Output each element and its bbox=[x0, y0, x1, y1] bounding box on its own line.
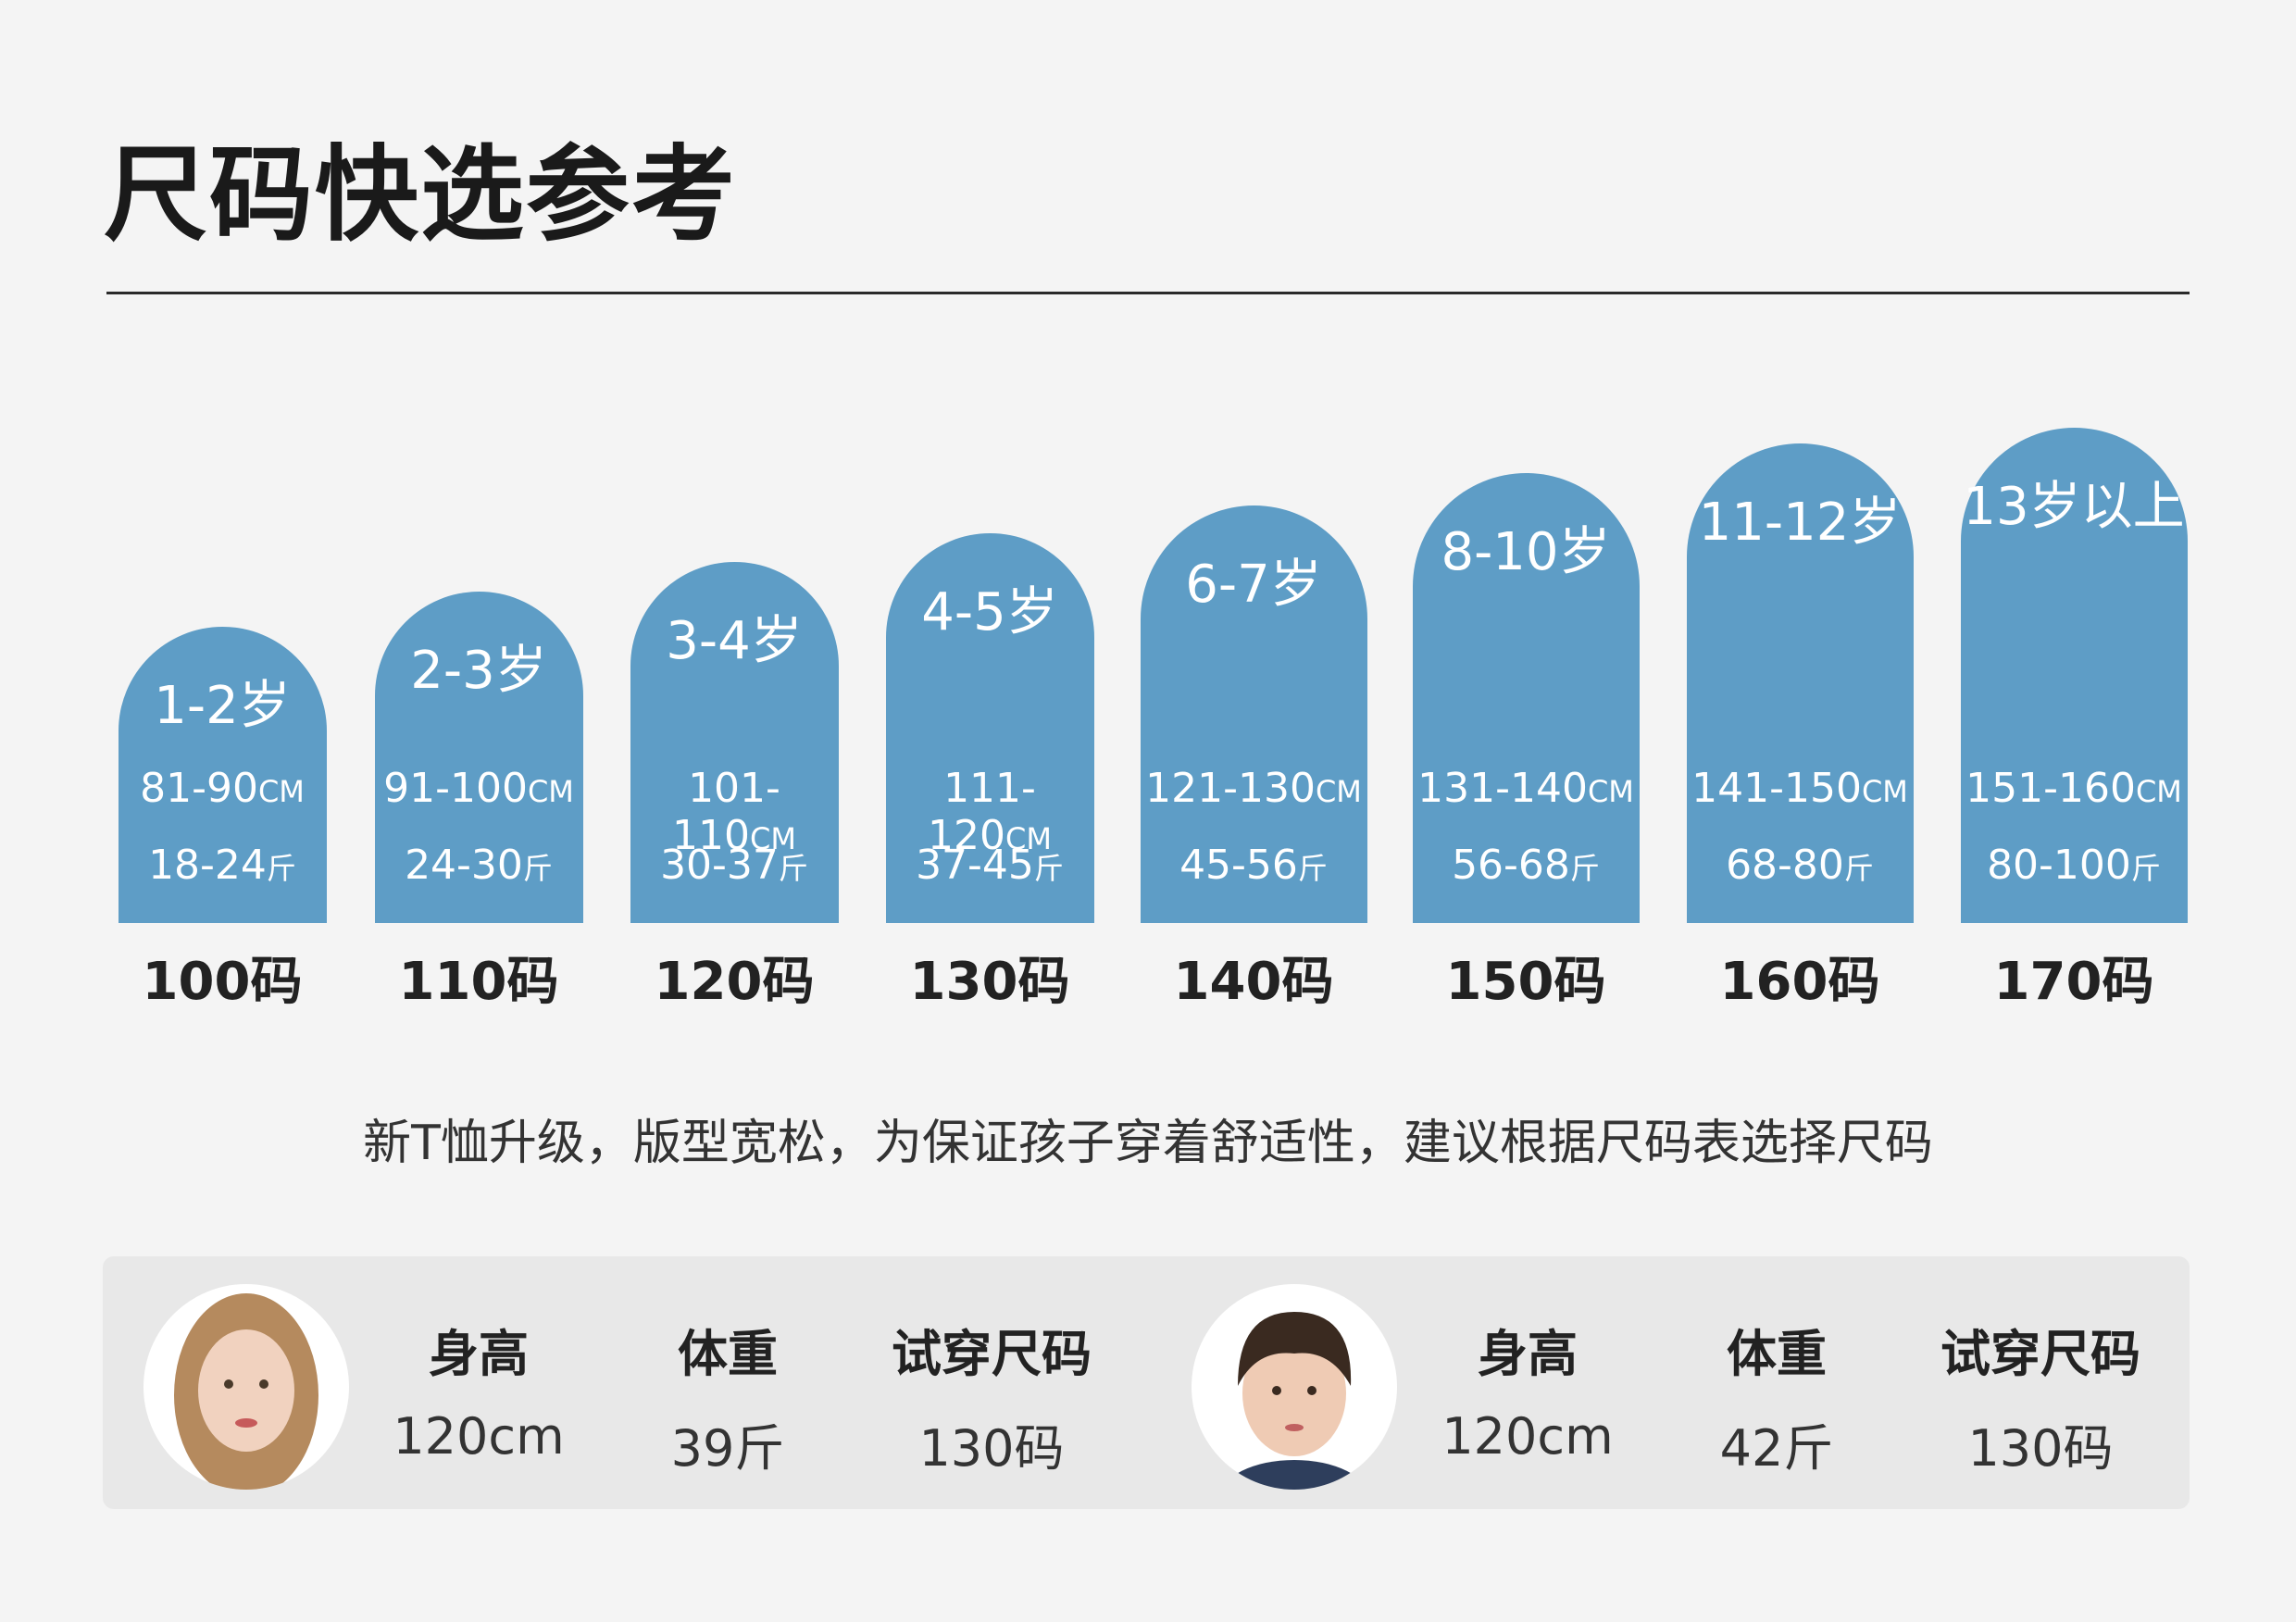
height-value: 91-100 bbox=[383, 765, 528, 812]
size-label: 130码 bbox=[909, 952, 1070, 1012]
size-arch: 13岁以上 151-160cm 80-100斤 bbox=[1960, 428, 2188, 923]
height-range: 131-140cm bbox=[1413, 765, 1640, 812]
height-range: 101-110cm bbox=[630, 765, 839, 859]
model-value: 42斤 bbox=[1719, 1419, 1834, 1478]
height-range: 141-150cm bbox=[1687, 765, 1914, 812]
age-label: 1-2岁 bbox=[154, 676, 291, 736]
size-arch: 11-12岁 141-150cm 68-80斤 bbox=[1686, 443, 1914, 923]
size-arch: 6-7岁 121-130cm 45-56斤 bbox=[1140, 505, 1367, 923]
weight-range: 80-100斤 bbox=[1961, 842, 2188, 889]
height-unit: cm bbox=[257, 774, 305, 809]
model-header: 试穿尺码 bbox=[892, 1325, 1092, 1383]
size-label: 160码 bbox=[1719, 952, 1880, 1012]
size-arch: 4-5岁 111-120cm 37-45斤 bbox=[885, 533, 1094, 923]
weight-value: 24-30 bbox=[405, 842, 523, 889]
weight-value: 18-24 bbox=[148, 842, 267, 889]
weight-value: 30-37 bbox=[660, 842, 779, 889]
boy-icon bbox=[1221, 1312, 1367, 1490]
model-value: 130码 bbox=[1967, 1419, 2114, 1478]
weight-unit: 斤 bbox=[1297, 851, 1328, 886]
weight-range: 45-56斤 bbox=[1141, 842, 1367, 889]
height-value: 81-90 bbox=[140, 765, 258, 812]
girl-icon bbox=[174, 1293, 318, 1490]
weight-unit: 斤 bbox=[1843, 851, 1874, 886]
weight-range: 24-30斤 bbox=[375, 842, 583, 889]
height-range: 151-160cm bbox=[1961, 765, 2188, 812]
size-label: 120码 bbox=[654, 952, 815, 1012]
height-unit: cm bbox=[527, 774, 574, 809]
height-unit: cm bbox=[750, 821, 796, 856]
size-arch: 3-4岁 101-110cm 30-37斤 bbox=[630, 562, 839, 923]
height-value: 151-160 bbox=[1965, 765, 2136, 812]
size-label: 150码 bbox=[1445, 952, 1606, 1012]
note: 新T恤升级，版型宽松，为保证孩子穿着舒适性，建议根据尺码表选择尺码 bbox=[363, 1116, 1933, 1171]
weight-value: 45-56 bbox=[1179, 842, 1298, 889]
size-label: 100码 bbox=[142, 952, 303, 1012]
model-header: 体重 bbox=[1727, 1325, 1827, 1383]
height-unit: cm bbox=[2135, 774, 2182, 809]
weight-value: 56-68 bbox=[1452, 842, 1570, 889]
weight-unit: 斤 bbox=[1569, 851, 1600, 886]
age-label: 13岁以上 bbox=[1963, 477, 2185, 537]
height-unit: cm bbox=[1005, 821, 1052, 856]
weight-value: 37-45 bbox=[916, 842, 1034, 889]
size-label: 140码 bbox=[1173, 952, 1334, 1012]
model-header: 试穿尺码 bbox=[1940, 1325, 2140, 1383]
size-arch: 2-3岁 91-100cm 24-30斤 bbox=[374, 592, 583, 923]
weight-range: 37-45斤 bbox=[886, 842, 1094, 889]
height-range: 81-90cm bbox=[119, 765, 327, 812]
height-unit: cm bbox=[1315, 774, 1362, 809]
divider bbox=[106, 292, 2190, 294]
weight-range: 68-80斤 bbox=[1687, 842, 1914, 889]
height-range: 111-120cm bbox=[886, 765, 1094, 859]
weight-value: 68-80 bbox=[1726, 842, 1844, 889]
height-range: 91-100cm bbox=[375, 765, 583, 812]
size-arch: 8-10岁 131-140cm 56-68斤 bbox=[1412, 473, 1640, 923]
weight-unit: 斤 bbox=[778, 851, 808, 886]
height-unit: cm bbox=[1861, 774, 1908, 809]
weight-unit: 斤 bbox=[2130, 851, 2161, 886]
model-value: 39斤 bbox=[670, 1419, 785, 1478]
height-value: 111-120 bbox=[928, 765, 1036, 859]
height-value: 101-110 bbox=[672, 765, 780, 859]
size-label: 110码 bbox=[398, 952, 559, 1012]
weight-unit: 斤 bbox=[1033, 851, 1064, 886]
model-header: 身高 bbox=[1478, 1325, 1578, 1383]
weight-value: 80-100 bbox=[1987, 842, 2131, 889]
age-label: 8-10岁 bbox=[1441, 522, 1611, 582]
model-header: 体重 bbox=[678, 1325, 778, 1383]
weight-range: 56-68斤 bbox=[1413, 842, 1640, 889]
model-value: 130码 bbox=[918, 1419, 1065, 1478]
model-header: 身高 bbox=[429, 1325, 529, 1383]
size-arch: 1-2岁 81-90cm 18-24斤 bbox=[118, 627, 327, 923]
age-label: 4-5岁 bbox=[921, 582, 1058, 643]
title: 尺码快选参考 bbox=[104, 135, 737, 256]
weight-unit: 斤 bbox=[266, 851, 296, 886]
height-range: 121-130cm bbox=[1141, 765, 1367, 812]
height-value: 121-130 bbox=[1145, 765, 1316, 812]
girl-avatar bbox=[144, 1284, 349, 1490]
height-value: 141-150 bbox=[1691, 765, 1862, 812]
age-label: 6-7岁 bbox=[1185, 555, 1322, 615]
size-label: 170码 bbox=[1993, 952, 2154, 1012]
weight-range: 18-24斤 bbox=[119, 842, 327, 889]
weight-range: 30-37斤 bbox=[630, 842, 839, 889]
age-label: 2-3岁 bbox=[410, 641, 547, 701]
boy-avatar bbox=[1192, 1284, 1397, 1490]
age-label: 11-12岁 bbox=[1698, 493, 1902, 553]
model-value: 120cm bbox=[1441, 1407, 1614, 1466]
weight-unit: 斤 bbox=[522, 851, 553, 886]
model-panel bbox=[103, 1256, 2190, 1509]
height-value: 131-140 bbox=[1417, 765, 1588, 812]
height-unit: cm bbox=[1587, 774, 1634, 809]
age-label: 3-4岁 bbox=[666, 611, 803, 671]
model-value: 120cm bbox=[393, 1407, 565, 1466]
